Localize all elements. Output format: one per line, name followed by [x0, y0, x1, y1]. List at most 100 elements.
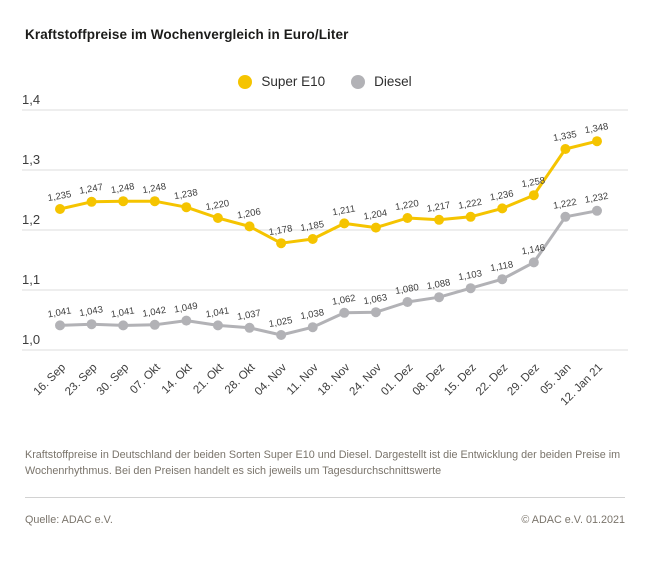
data-point-diesel	[339, 307, 350, 318]
data-label-diesel: 1,043	[78, 304, 103, 319]
x-axis-label: 22. Dez	[474, 361, 511, 398]
legend-dot-super-e10	[238, 74, 253, 89]
data-label-super-e10: 1,211	[332, 204, 357, 219]
legend-item-diesel: Diesel	[351, 74, 412, 89]
x-axis-label: 23. Sep	[63, 362, 100, 399]
data-label-diesel: 1,025	[268, 315, 293, 330]
data-point-super-e10	[339, 218, 350, 229]
y-axis-tick-1,4: 1,4	[22, 95, 40, 107]
data-point-diesel	[434, 292, 445, 303]
y-axis-tick-1,2: 1,2	[22, 212, 40, 227]
data-point-super-e10	[528, 190, 539, 201]
data-point-diesel	[149, 319, 160, 330]
x-axis-label: 21. Okt	[191, 361, 226, 396]
data-label-super-e10: 1,185	[300, 219, 325, 234]
chart-legend: Super E10 Diesel	[0, 74, 650, 89]
data-label-diesel: 1,037	[236, 308, 261, 323]
data-label-super-e10: 1,235	[47, 189, 72, 204]
data-point-super-e10	[244, 221, 255, 232]
legend-label-super-e10: Super E10	[261, 74, 326, 89]
data-point-diesel	[528, 257, 539, 268]
y-axis-tick-1,1: 1,1	[22, 272, 40, 287]
legend-dot-diesel	[351, 74, 366, 89]
x-axis-label: 16. Sep	[32, 362, 69, 399]
data-label-diesel: 1,088	[426, 277, 451, 292]
source-text: Quelle: ADAC e.V.	[25, 514, 113, 526]
x-axis-label: 24. Nov	[347, 361, 384, 398]
data-point-diesel	[402, 297, 413, 307]
data-label-diesel: 1,041	[110, 305, 135, 320]
data-label-diesel: 1,063	[363, 292, 388, 307]
y-axis-tick-1,0: 1,0	[22, 332, 40, 347]
data-label-super-e10: 1,236	[489, 188, 514, 203]
data-label-diesel: 1,080	[394, 282, 419, 297]
data-label-diesel: 1,118	[489, 259, 514, 274]
data-label-diesel: 1,103	[458, 268, 483, 283]
data-label-diesel: 1,062	[331, 293, 356, 308]
data-point-super-e10	[592, 136, 602, 147]
data-point-super-e10	[276, 238, 287, 249]
data-point-super-e10	[434, 214, 445, 225]
chart-description: Kraftstoffpreise in Deutschland der beid…	[25, 448, 621, 477]
data-label-diesel: 1,232	[584, 191, 609, 206]
footer: Quelle: ADAC e.V. © ADAC e.V. 01.2021	[25, 514, 625, 526]
data-label-super-e10: 1,220	[394, 198, 419, 213]
x-axis-label: 04. Nov	[253, 361, 290, 398]
data-label-super-e10: 1,248	[110, 181, 135, 196]
chart-title: Kraftstoffpreise im Wochenvergleich in E…	[25, 27, 349, 42]
data-point-super-e10	[370, 222, 381, 233]
data-label-diesel: 1,041	[47, 305, 72, 320]
data-label-diesel: 1,146	[521, 242, 546, 257]
data-point-super-e10	[560, 144, 571, 154]
footer-divider	[25, 497, 625, 498]
x-axis-label: 29. Dez	[505, 361, 542, 398]
data-point-super-e10	[497, 203, 508, 214]
x-axis-label: 08. Dez	[411, 361, 448, 398]
x-axis-label: 11. Nov	[285, 361, 321, 397]
data-label-super-e10: 1,217	[426, 200, 451, 215]
data-point-diesel	[497, 274, 508, 285]
data-label-super-e10: 1,222	[458, 197, 483, 212]
legend-item-super-e10: Super E10	[238, 74, 325, 89]
copyright-text: © ADAC e.V. 01.2021	[521, 514, 625, 526]
data-point-diesel	[212, 320, 223, 331]
data-label-diesel: 1,038	[300, 307, 325, 322]
data-label-super-e10: 1,206	[236, 206, 261, 221]
series-line-diesel	[59, 209, 598, 337]
data-label-diesel: 1,041	[205, 305, 230, 320]
y-axis-tick-1,3: 1,3	[22, 152, 40, 167]
data-label-super-e10: 1,247	[78, 182, 103, 197]
data-point-diesel	[86, 319, 97, 330]
data-point-super-e10	[212, 213, 223, 223]
data-point-super-e10	[149, 196, 160, 207]
data-point-diesel	[592, 205, 602, 216]
data-label-super-e10: 1,238	[173, 187, 198, 202]
data-point-diesel	[465, 283, 476, 294]
data-label-diesel: 1,049	[173, 301, 198, 316]
x-axis-label: 07. Okt	[128, 361, 163, 396]
data-label-super-e10: 1,220	[205, 198, 230, 213]
data-label-diesel: 1,222	[552, 197, 577, 212]
data-point-super-e10	[307, 234, 318, 244]
data-point-diesel	[560, 211, 571, 222]
data-point-diesel	[307, 322, 318, 333]
data-point-diesel	[118, 320, 129, 331]
data-point-diesel	[370, 307, 381, 318]
data-point-super-e10	[465, 211, 476, 222]
data-point-super-e10	[181, 202, 192, 213]
data-point-super-e10	[55, 204, 65, 214]
data-point-super-e10	[86, 196, 97, 207]
x-axis-label: 01. Dez	[379, 361, 416, 398]
x-axis-label: 15. Dez	[442, 361, 479, 398]
data-point-diesel	[276, 330, 287, 340]
data-label-diesel: 1,042	[142, 305, 167, 320]
data-label-super-e10: 1,258	[521, 175, 546, 190]
data-point-diesel	[55, 320, 65, 331]
data-label-super-e10: 1,335	[552, 129, 577, 144]
data-point-diesel	[181, 315, 192, 326]
data-point-super-e10	[118, 196, 129, 207]
data-label-super-e10: 1,248	[142, 181, 167, 196]
data-point-diesel	[244, 322, 255, 333]
x-axis-label: 30. Sep	[95, 362, 132, 399]
